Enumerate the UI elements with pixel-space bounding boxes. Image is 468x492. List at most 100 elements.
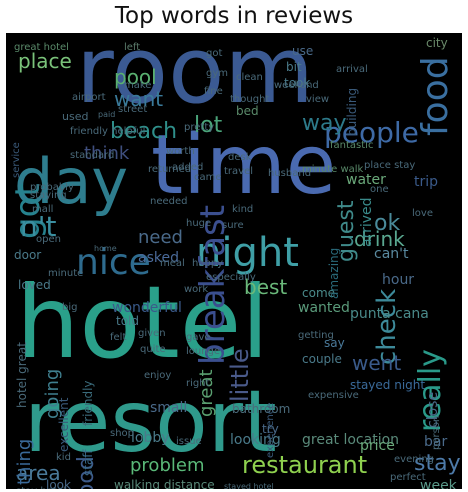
cloud-word: room bbox=[76, 33, 314, 124]
cloud-word: left bbox=[124, 42, 141, 53]
cloud-word: added bbox=[172, 162, 204, 173]
cloud-word: resort bbox=[24, 372, 277, 472]
cloud-word: friendly helpful bbox=[70, 126, 146, 137]
cloud-word: thing bbox=[14, 438, 35, 485]
cloud-word: view bbox=[306, 94, 330, 105]
cloud-word: looking bbox=[230, 432, 281, 448]
cloud-word: happy bbox=[192, 258, 224, 269]
cloud-word: bed bbox=[236, 104, 259, 118]
cloud-word: price bbox=[360, 438, 395, 454]
cloud-word: asked bbox=[138, 250, 179, 266]
cloud-word: stay bbox=[414, 451, 461, 476]
cloud-word: staying bbox=[30, 190, 67, 201]
cloud-word: standard bbox=[70, 150, 115, 161]
cloud-word: city bbox=[426, 36, 448, 50]
cloud-word: service bbox=[11, 141, 22, 178]
cloud-word: staff bbox=[81, 449, 95, 476]
chart-title: Top words in reviews bbox=[114, 3, 354, 29]
cloud-word: shop bbox=[110, 428, 135, 439]
cloud-word: kid bbox=[56, 452, 71, 463]
cloud-word: need bbox=[138, 227, 183, 248]
cloud-word: time bbox=[151, 118, 337, 213]
cloud-word: enjoy bbox=[144, 370, 172, 381]
cloud-word: restaurant bbox=[242, 451, 368, 479]
cloud-word: clean bbox=[236, 72, 263, 83]
cloud-word: walking distance bbox=[114, 478, 215, 489]
cloud-word: airport bbox=[72, 92, 106, 103]
cloud-word: worth bbox=[166, 146, 195, 157]
cloud-word: lot bbox=[194, 113, 223, 138]
cloud-word: stay hotel bbox=[16, 487, 66, 490]
cloud-word: ok bbox=[374, 211, 401, 236]
cloud-word: lounge bbox=[186, 346, 221, 357]
cloud-word: perfect bbox=[390, 472, 426, 483]
cloud-word: think bbox=[84, 143, 130, 164]
cloud-word: friendly bbox=[81, 380, 95, 426]
cloud-word: building bbox=[345, 87, 359, 136]
cloud-word: mall bbox=[32, 204, 54, 215]
cloud-word: kind bbox=[232, 204, 254, 215]
cloud-word: water bbox=[346, 172, 386, 188]
cloud-word: area bbox=[16, 461, 61, 485]
cloud-word: expensive bbox=[308, 390, 359, 401]
cloud-word: love bbox=[412, 208, 433, 219]
cloud-word: hotel great bbox=[15, 341, 29, 408]
cloud-word: stayed night bbox=[350, 378, 426, 392]
cloud-word: great bbox=[196, 368, 217, 417]
cloud-word: trip bbox=[414, 174, 439, 190]
cloud-word: wonderful bbox=[112, 300, 182, 316]
cloud-word: paid bbox=[98, 110, 116, 119]
cloud-word: lobby bbox=[131, 430, 170, 446]
cloud-word: pretty bbox=[184, 122, 215, 133]
cloud-word: small bbox=[150, 400, 188, 416]
cloud-word: told bbox=[116, 314, 139, 328]
word-cloud: room time day hotel resort night nice got people… bbox=[6, 33, 462, 489]
cloud-word: loved bbox=[18, 278, 51, 292]
cloud-word: minute bbox=[48, 268, 84, 279]
cloud-word: one bbox=[370, 184, 389, 195]
cloud-word: bar bbox=[424, 434, 448, 450]
cloud-word: needed bbox=[150, 196, 188, 207]
cloud-word: home bbox=[94, 244, 117, 253]
cloud-word: huge bbox=[186, 218, 212, 229]
cloud-word: used bbox=[62, 110, 89, 123]
cloud-word: getting bbox=[298, 330, 334, 341]
cloud-word: nice bbox=[76, 242, 151, 283]
cloud-word: open bbox=[36, 234, 61, 245]
cloud-word: people bbox=[324, 116, 419, 149]
cloud-word: want bbox=[114, 87, 164, 111]
cloud-word: right bbox=[186, 378, 210, 389]
cloud-word: n't bbox=[20, 210, 57, 243]
cloud-word: evening bbox=[394, 454, 435, 465]
cloud-word: say bbox=[324, 336, 345, 350]
cloud-word: felt bbox=[110, 332, 127, 343]
cloud-word: great location bbox=[302, 432, 400, 448]
cloud-word: drink bbox=[354, 227, 405, 251]
cloud-word: took bbox=[284, 76, 311, 90]
cloud-word: day bbox=[14, 145, 129, 218]
cloud-word: quite bbox=[140, 344, 166, 355]
cloud-word: person bbox=[431, 415, 442, 450]
cloud-word: returned bbox=[148, 164, 192, 175]
cloud-word: can't bbox=[374, 246, 409, 262]
cloud-word: stayed hotel bbox=[224, 482, 274, 490]
cloud-word: week bbox=[420, 478, 457, 489]
cloud-word: hour bbox=[382, 272, 415, 288]
cloud-word: punta cana bbox=[350, 306, 429, 322]
cloud-word: excellent bbox=[57, 397, 71, 453]
cloud-word: especially bbox=[206, 272, 256, 283]
cloud-word: little bbox=[226, 348, 254, 403]
cloud-word: thought bbox=[230, 94, 270, 105]
cloud-word: sure bbox=[222, 220, 244, 231]
cloud-word: weekend bbox=[274, 80, 319, 91]
cloud-word: beach bbox=[110, 119, 178, 144]
cloud-word: way bbox=[302, 111, 347, 136]
cloud-word: bathroom bbox=[232, 402, 291, 416]
cloud-word: arrived bbox=[359, 197, 375, 247]
cloud-word: desk bbox=[228, 152, 252, 163]
cloud-word: work bbox=[184, 284, 209, 295]
cloud-word: bit bbox=[286, 60, 302, 74]
cloud-word: door bbox=[14, 248, 42, 262]
cloud-word: pool bbox=[114, 65, 157, 89]
cloud-word: place stay bbox=[364, 160, 416, 171]
